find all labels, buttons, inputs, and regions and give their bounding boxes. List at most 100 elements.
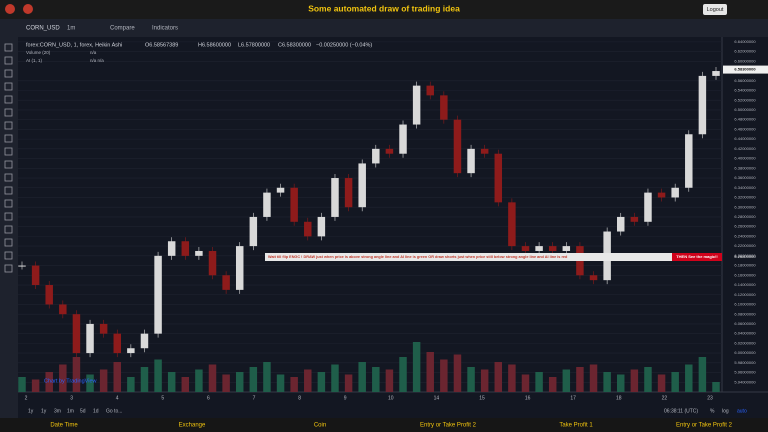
range-button[interactable]: 1d xyxy=(93,408,99,414)
volume-bar xyxy=(576,367,584,392)
volume-bar xyxy=(467,367,475,392)
y-tick-label: 6.06000000 xyxy=(734,321,756,326)
y-tick-label: 6.26000000 xyxy=(734,224,756,229)
log-toggle[interactable]: log xyxy=(722,408,729,414)
candle xyxy=(467,148,475,174)
y-tick-label: 6.04000000 xyxy=(734,331,756,336)
y-tick-label: 6.60000000 xyxy=(734,58,756,63)
y-tick-label: 6.20000000 xyxy=(734,253,756,258)
volume-bar xyxy=(290,377,298,392)
volume-bar xyxy=(195,369,203,392)
candle xyxy=(249,216,258,247)
y-tick-label: 6.14000000 xyxy=(734,282,756,287)
y-tick-label: 6.28000000 xyxy=(734,214,756,219)
tool-icon[interactable] xyxy=(4,121,13,130)
range-button[interactable]: 1m xyxy=(67,408,74,414)
volume-bar xyxy=(18,377,26,392)
tool-icon[interactable] xyxy=(4,264,13,273)
candle xyxy=(86,323,94,354)
candle xyxy=(385,148,394,154)
tool-icon[interactable] xyxy=(4,238,13,247)
range-button[interactable]: 3m xyxy=(54,408,61,414)
volume-bar xyxy=(344,374,353,392)
tool-icon[interactable] xyxy=(4,69,13,78)
footer-label: Take Profit 1 xyxy=(559,423,593,429)
tool-icon[interactable] xyxy=(4,147,13,156)
candle xyxy=(222,275,230,290)
symbol[interactable]: CORN_USD xyxy=(26,26,60,32)
toolbar xyxy=(0,19,768,37)
tool-icon[interactable] xyxy=(4,251,13,260)
x-tick-label: 17 xyxy=(570,395,576,401)
y-tick-label: 6.16000000 xyxy=(734,272,756,277)
watermark[interactable]: Chart by TradingView xyxy=(44,378,97,384)
candle xyxy=(59,304,67,315)
y-tick-label: 6.30000000 xyxy=(734,204,756,209)
auto-toggle[interactable]: auto xyxy=(737,408,747,414)
footer-label: Entry or Take Profit 2 xyxy=(676,423,733,429)
candle xyxy=(685,134,693,188)
interval[interactable]: 1m xyxy=(67,26,75,32)
candle xyxy=(440,95,448,120)
volume-bar xyxy=(140,367,149,392)
volume-bar xyxy=(617,374,625,392)
range-button[interactable]: 5d xyxy=(80,408,86,414)
tool-icon[interactable] xyxy=(4,212,13,221)
volume-bar xyxy=(59,364,67,392)
compare[interactable]: Compare xyxy=(110,26,135,32)
tool-icon[interactable] xyxy=(4,160,13,169)
volume-bar xyxy=(426,352,434,392)
candle xyxy=(657,192,666,198)
volume-bar xyxy=(657,374,666,392)
icon[interactable] xyxy=(5,4,15,14)
y-tick-label: 6.48000000 xyxy=(734,117,756,122)
current-price-label: 6.58300000 xyxy=(734,67,756,72)
volume-bar xyxy=(630,369,639,392)
candle xyxy=(644,192,652,222)
tool-icon[interactable] xyxy=(4,186,13,195)
tool-icon[interactable] xyxy=(4,56,13,65)
volume-bar xyxy=(562,369,571,392)
range-button[interactable]: Go to... xyxy=(106,408,122,414)
candle xyxy=(494,153,503,203)
tool-icon[interactable] xyxy=(4,225,13,234)
volume-bar xyxy=(31,379,40,392)
logout-button[interactable] xyxy=(703,4,727,15)
footer-label: Exchange xyxy=(179,423,206,429)
tool-icon[interactable] xyxy=(4,43,13,52)
tool-icon[interactable] xyxy=(4,173,13,182)
clock: 06:38:11 (UTC) xyxy=(664,408,698,414)
icon[interactable] xyxy=(23,4,33,14)
candle xyxy=(140,333,149,349)
range-button[interactable]: 1y xyxy=(41,408,47,414)
candle xyxy=(521,246,530,251)
range-button[interactable]: 1y xyxy=(28,408,34,414)
candle xyxy=(617,216,625,232)
tool-icon[interactable] xyxy=(4,134,13,143)
candle xyxy=(317,216,326,237)
volume-bar xyxy=(644,367,652,392)
candle xyxy=(113,333,121,354)
tool-icon[interactable] xyxy=(4,82,13,91)
candle xyxy=(304,221,312,237)
logout-label[interactable]: Logout xyxy=(707,7,724,13)
tool-icon[interactable] xyxy=(4,108,13,117)
tool-icon[interactable] xyxy=(4,95,13,104)
percent-toggle[interactable]: % xyxy=(710,408,715,414)
volume-bar xyxy=(453,354,462,392)
candle xyxy=(358,163,366,208)
x-tick-label: 3 xyxy=(70,395,73,401)
y-tick-label: 6.00000000 xyxy=(734,350,756,355)
indicators[interactable]: Indicators xyxy=(152,26,178,32)
volume-bar xyxy=(603,372,611,392)
x-tick-label: 4 xyxy=(116,395,119,401)
y-tick-label: 6.40000000 xyxy=(734,156,756,161)
y-tick-label: 6.56000000 xyxy=(734,78,756,83)
y-tick-label: 6.10000000 xyxy=(734,302,756,307)
candle xyxy=(372,148,380,164)
x-tick-label: 16 xyxy=(525,395,531,401)
candle xyxy=(671,187,679,198)
tool-icon[interactable] xyxy=(4,199,13,208)
